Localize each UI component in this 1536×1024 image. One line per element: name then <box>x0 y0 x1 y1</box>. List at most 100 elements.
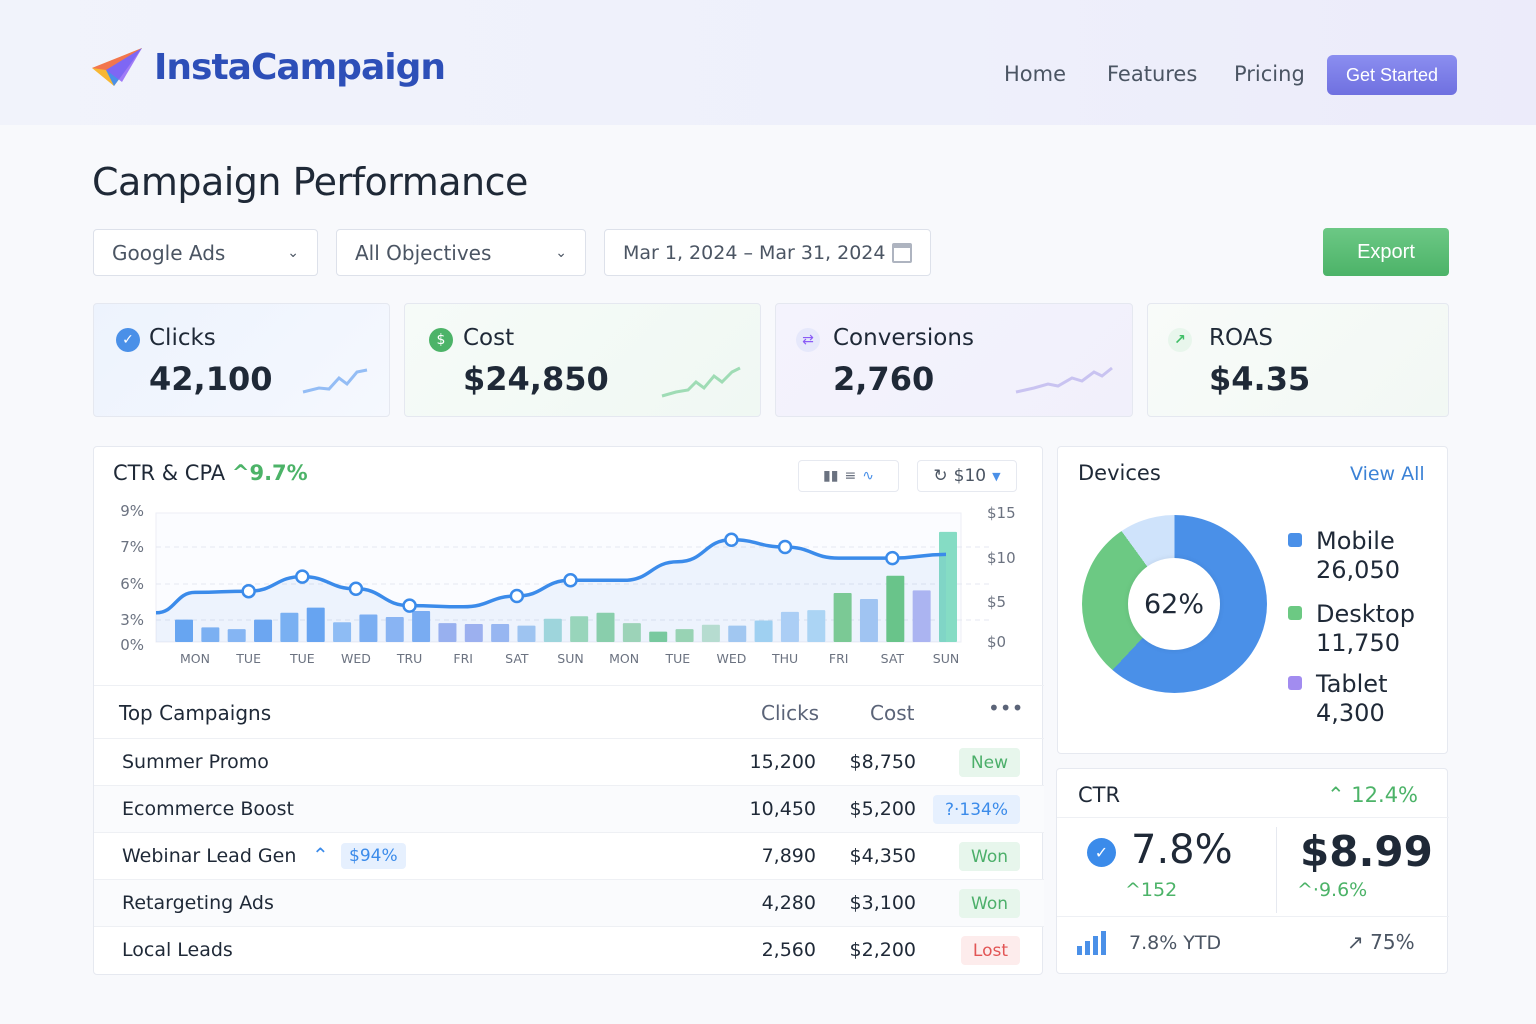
ctr-point[interactable] <box>241 583 256 599</box>
platform-select[interactable]: Google Ads ⌄ <box>93 229 318 276</box>
objective-select[interactable]: All Objectives ⌄ <box>336 229 586 276</box>
table-row[interactable]: Webinar Lead Gen ⌃ $94% 7,890 $4,350 Won <box>94 832 1044 879</box>
kpi-roas: ↗ ROAS $4.35 <box>1147 303 1449 417</box>
x-tick-label: THU <box>771 651 798 666</box>
right-tick-label: $15 <box>987 504 1016 522</box>
ctr-point[interactable] <box>563 573 578 588</box>
cpa-change: ^·9.6% <box>1297 879 1368 901</box>
legend-swatch <box>1288 676 1302 690</box>
ctr-point[interactable] <box>295 569 310 584</box>
sparkline <box>1015 366 1113 394</box>
more-options-icon[interactable]: ••• <box>988 696 1024 720</box>
x-tick-label: WED <box>716 651 746 666</box>
chart-change: ^9.7% <box>231 461 308 485</box>
export-button[interactable]: Export <box>1323 228 1449 276</box>
cost-bar <box>939 531 957 642</box>
cost-bar <box>385 617 404 642</box>
cost-bar <box>701 624 720 642</box>
cost-bar <box>517 625 536 642</box>
date-range-value: Mar 1, 2024 – Mar 31, 2024 <box>623 241 886 264</box>
ctr-point[interactable] <box>402 598 417 613</box>
legend-value: 26,050 <box>1316 556 1400 584</box>
kpi-label: Conversions <box>833 325 974 351</box>
ctr-cpa-panel: CTR & CPA ^9.7% ▮▮ ≡ ∿ ↻ $10 ▼ 9% 7% 6% 3% 0% $15… <box>93 446 1044 975</box>
legend-label: Mobile <box>1316 527 1395 555</box>
cpa-change-value: ·9.6% <box>1312 879 1368 901</box>
nav-pricing[interactable]: Pricing <box>1234 62 1305 86</box>
view-all-link[interactable]: View All <box>1350 463 1425 485</box>
status-badge: ?·134% <box>932 795 1020 824</box>
left-tick-label: 7% <box>120 538 144 556</box>
right-tick-label: $0 <box>987 633 1006 651</box>
cost-bar <box>596 612 615 642</box>
cost-bar <box>780 611 799 642</box>
left-tick-label: 6% <box>120 575 144 593</box>
ctr-point[interactable] <box>509 588 525 604</box>
legend-value: 4,300 <box>1316 699 1385 727</box>
cost-bar <box>438 623 457 642</box>
col-cost: Cost <box>870 701 915 725</box>
cost-bar <box>175 619 193 642</box>
ctr-sub-value: 152 <box>1140 879 1178 901</box>
col-clicks: Clicks <box>761 701 820 725</box>
nav-home[interactable]: Home <box>1004 62 1067 86</box>
table-row[interactable]: Ecommerce Boost 10,450 $5,200 ?·134% <box>94 785 1044 832</box>
right-tick-label: $5 <box>987 593 1006 611</box>
line-chart-icon: ∿ <box>862 468 874 484</box>
legend-value: 11,750 <box>1316 629 1400 657</box>
campaign-name: Summer Promo <box>122 751 269 773</box>
campaign-cost: $8,750 <box>849 751 916 773</box>
status-badge: Won <box>959 842 1020 871</box>
ctr-point[interactable] <box>348 581 364 597</box>
chart-type-toggle[interactable]: ▮▮ ≡ ∿ <box>798 460 899 492</box>
currency-select[interactable]: ↻ $10 ▼ <box>917 460 1017 492</box>
x-tick-label: TUE <box>235 651 261 666</box>
objective-value: All Objectives <box>355 240 492 265</box>
cost-bar <box>201 627 220 642</box>
kpi-clicks: ✓ Clicks 42,100 <box>93 303 390 417</box>
cost-bar <box>464 623 483 642</box>
kpi-label: Cost <box>463 325 515 351</box>
cost-bar <box>649 631 668 642</box>
donut-center-label: 62% <box>1128 558 1220 650</box>
bar-chart-icon: ▮▮ <box>823 468 839 484</box>
cost-bar <box>543 618 562 642</box>
campaigns-title: Top Campaigns <box>119 701 272 725</box>
campaign-cost: $4,350 <box>849 845 916 867</box>
list-icon: ≡ <box>844 468 857 484</box>
nav-features[interactable]: Features <box>1107 62 1198 86</box>
logo[interactable]: InstaCampaign <box>92 46 446 88</box>
cpa-value: $8.99 <box>1300 827 1433 876</box>
ctr-cpa-chart: 9% 7% 6% 3% 0% $15 $10 $5 $0 MON TUE TUE WED TRU FRI SA… <box>120 502 1016 666</box>
cost-bar <box>622 623 641 642</box>
date-range-picker[interactable]: Mar 1, 2024 – Mar 31, 2024 <box>604 229 931 276</box>
cost-bar <box>807 610 826 642</box>
ctr-panel: CTR ⌃ 12.4% ✓ 7.8% ^152 $8.99 ^·9.6% 7.8… <box>1056 768 1449 974</box>
cost-bar <box>912 590 931 642</box>
cost-bar <box>280 612 299 642</box>
x-tick-label: MON <box>180 651 210 666</box>
ctr-area <box>156 539 946 642</box>
get-started-button[interactable]: Get Started <box>1327 55 1457 95</box>
x-tick-label: SAT <box>505 651 529 666</box>
campaign-name: Webinar Lead Gen <box>122 845 297 867</box>
ctr-point[interactable] <box>885 550 900 566</box>
ctr-point[interactable] <box>777 539 793 555</box>
table-row[interactable]: Retargeting Ads 4,280 $3,100 Won <box>94 879 1044 926</box>
cost-bar <box>728 625 747 642</box>
legend-swatch <box>1288 606 1302 620</box>
table-row[interactable]: Summer Promo 15,200 $8,750 New <box>94 738 1044 785</box>
top-nav: InstaCampaign Home Features Pricing Get … <box>0 0 1536 125</box>
cost-bar <box>254 619 273 642</box>
campaign-cost: $5,200 <box>849 798 916 820</box>
brand-name: InstaCampaign <box>154 46 446 88</box>
kpi-value: 42,100 <box>149 360 273 398</box>
cost-bar <box>886 575 905 642</box>
kpi-value: $4.35 <box>1209 360 1311 398</box>
x-tick-label: TRU <box>396 651 422 666</box>
ctr-point[interactable] <box>724 532 739 548</box>
campaign-name: Local Leads <box>122 939 233 961</box>
campaign-name: Retargeting Ads <box>122 892 274 914</box>
table-row[interactable]: Local Leads 2,560 $2,200 Lost <box>94 926 1044 973</box>
kpi-value: $24,850 <box>463 360 609 398</box>
